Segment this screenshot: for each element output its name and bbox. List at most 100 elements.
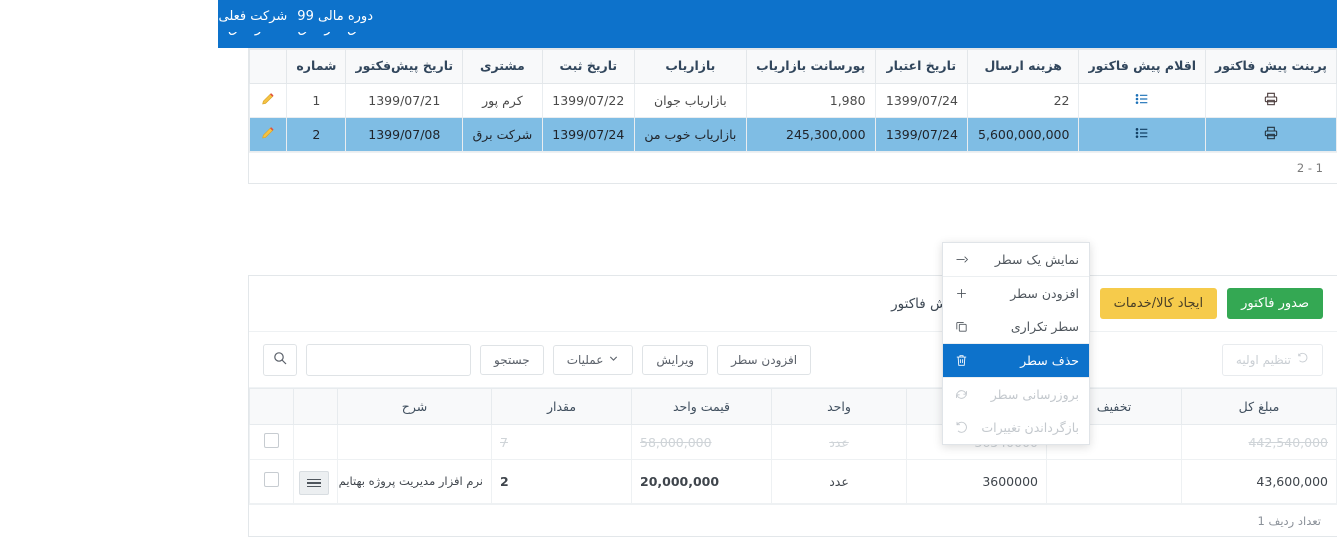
- app-root: قرقارقرقنر دوره مالی 99 شرکت فعلی: شرکت …: [0, 0, 1337, 556]
- print-icon[interactable]: [1045, 91, 1061, 107]
- cell-checkbox[interactable]: [32, 425, 76, 460]
- ctx-item-label: افزودن سطر: [759, 286, 861, 301]
- col-unit[interactable]: واحد: [554, 389, 689, 425]
- search-input[interactable]: [88, 344, 253, 376]
- cell-items[interactable]: [861, 117, 988, 151]
- col-print[interactable]: پرینت پیش فاکتور: [988, 50, 1119, 84]
- sidebar-item-faktor[interactable]: فاکتور: [1140, 392, 1337, 432]
- table-row[interactable]: 5,600,000,000 1399/07/24 245,300,000 باز…: [32, 117, 1119, 151]
- cell-proformadate: 1399/07/08: [128, 117, 245, 151]
- cell-items[interactable]: [861, 83, 988, 117]
- sidebar-item-moshtarian[interactable]: مشتریان: [1140, 192, 1337, 232]
- sidebar-item-gozareshha[interactable]: گزارش‌ها: [1140, 432, 1337, 472]
- cell-commission: 1,980: [528, 83, 657, 117]
- cell-total: 442,540,000: [964, 425, 1119, 460]
- edit-square-icon: [1305, 242, 1325, 262]
- cell-regdate: 1399/07/24: [324, 117, 416, 151]
- col-shipping[interactable]: هزینه ارسال: [749, 50, 861, 84]
- create-goods-button[interactable]: ایجاد کالا/خدمات: [882, 288, 999, 319]
- reset-settings-button[interactable]: تنظیم اولیه: [1004, 344, 1105, 376]
- app-logo[interactable]: [1182, 0, 1292, 32]
- cell-rowmenu[interactable]: [76, 425, 120, 460]
- col-validity[interactable]: تاریخ اعتبار: [657, 50, 749, 84]
- col-edit: [32, 50, 69, 84]
- sidebar-item-vahedha[interactable]: واحدهای اندازه‌گیری: [1140, 232, 1337, 272]
- items-grid-wrap: مبلغ کل تخفیف مالیات واحد قیمت واحد مقدا…: [31, 388, 1119, 537]
- sidebar-item-rahnama[interactable]: راهنمای سیستم: [1140, 512, 1337, 552]
- row-checkbox[interactable]: [46, 433, 61, 448]
- col-quantity[interactable]: مقدار: [274, 389, 414, 425]
- sidebar-item-anvaa[interactable]: انواع کالا و خدمات: [1140, 272, 1337, 312]
- col-items[interactable]: اقلام پیش فاکتور: [861, 50, 988, 84]
- cell-commission: 245,300,000: [528, 117, 657, 151]
- sidebar-item-mali[interactable]: مالی: [1140, 72, 1337, 112]
- sidebar-item-khazanedari[interactable]: خزانه‌داری: [1140, 112, 1337, 152]
- proforma-list-panel: پرینت پیش فاکتور اقلام پیش فاکتور هزینه …: [30, 48, 1120, 184]
- cell-rowmenu[interactable]: [76, 460, 120, 504]
- row-checkbox[interactable]: [46, 472, 61, 487]
- sidebar-nav: کارشناس مالي خوش آمدید مالی خزانه‌داری ف…: [1140, 32, 1337, 556]
- cell-total: 43,600,000: [964, 460, 1119, 504]
- sidebar-item-kala[interactable]: کالا و خدمات: [1140, 312, 1337, 352]
- hamburger-icon-line: [1305, 15, 1325, 17]
- single-row-icon: [735, 252, 751, 267]
- print-icon[interactable]: [1045, 125, 1061, 141]
- cell-print[interactable]: [988, 83, 1119, 117]
- row-menu-icon[interactable]: [81, 471, 111, 495]
- edit-button[interactable]: ویرایش: [424, 345, 490, 375]
- add-row-button[interactable]: افزودن سطر: [499, 345, 593, 375]
- operations-label: عملیات: [349, 353, 386, 367]
- ctx-duplicate-row[interactable]: سطر تکراری: [725, 310, 871, 343]
- sidebar-item-pishfaktor[interactable]: پیش فاکتور: [1140, 352, 1337, 392]
- col-total[interactable]: مبلغ کل: [964, 389, 1119, 425]
- fiscal-period-label: دوره مالی 99: [79, 9, 155, 24]
- table-row[interactable]: 43,600,000 3600000 عدد 20,000,000 2 نرم …: [32, 460, 1119, 504]
- cell-regdate: 1399/07/22: [324, 83, 416, 117]
- chevron-down-icon: [390, 353, 401, 367]
- table-row[interactable]: 22 1399/07/24 1,980 بازاریاب جوان 1399/0…: [32, 83, 1119, 117]
- table-row[interactable]: 442,540,000 36540000 عدد 58,000,000 7: [32, 425, 1119, 460]
- cell-checkbox[interactable]: [32, 460, 76, 504]
- col-proformadate[interactable]: تاریخ پیش‌فکتور: [128, 50, 245, 84]
- cell-customer: کرم پور: [245, 83, 324, 117]
- col-description[interactable]: شرح: [120, 389, 274, 425]
- sidebar-item-label: واحدهای اندازه‌گیری: [1150, 244, 1295, 260]
- cell-edit[interactable]: [32, 83, 69, 117]
- undo-icon: [1078, 352, 1091, 368]
- secondary-toolbar-icons: قرقارقرقنر: [0, 32, 140, 36]
- cell-shipping: 5,600,000,000: [749, 117, 861, 151]
- customers-icon: [1305, 202, 1325, 222]
- operations-button[interactable]: عملیات: [335, 345, 416, 375]
- pencil-icon[interactable]: [42, 91, 58, 107]
- list-icon[interactable]: [916, 91, 932, 107]
- ctx-add-row[interactable]: افزودن سطر: [725, 276, 871, 310]
- col-regdate[interactable]: تاریخ ثبت: [324, 50, 416, 84]
- col-unitprice[interactable]: قیمت واحد: [414, 389, 554, 425]
- ctx-delete-row[interactable]: حذف سطر: [725, 343, 871, 377]
- cell-description: [120, 425, 274, 460]
- items-row-count: تعداد ردیف 1: [31, 504, 1119, 537]
- ctx-show-single-row[interactable]: نمایش یک سطر: [725, 243, 871, 276]
- sidebar-item-forush[interactable]: فروش کالا و خدمات: [1140, 152, 1337, 192]
- cube-icon: [1305, 322, 1325, 342]
- sidebar-item-label: فروش کالا و خدمات: [1150, 164, 1295, 180]
- search-icon-button[interactable]: [45, 344, 79, 376]
- sidebar-item-label: انواع کالا و خدمات: [1150, 284, 1295, 300]
- col-customer[interactable]: مشتری: [245, 50, 324, 84]
- cell-print[interactable]: [988, 117, 1119, 151]
- col-number[interactable]: شماره: [69, 50, 128, 84]
- hamburger-icon-line: [1305, 21, 1325, 23]
- checkbox-icon: [1305, 482, 1325, 502]
- list-icon[interactable]: [916, 125, 932, 141]
- main-content: پرینت پیش فاکتور اقلام پیش فاکتور هزینه …: [0, 32, 1140, 556]
- items-toolbar: تنظیم اولیه افزودن سطر ویرایش عملیات جست…: [31, 332, 1119, 388]
- col-agent[interactable]: بازاریاب: [416, 50, 528, 84]
- pencil-icon[interactable]: [42, 125, 58, 141]
- hamburger-menu-button[interactable]: [1295, 2, 1335, 30]
- sidebar-item-modiriat[interactable]: مدیریت: [1140, 472, 1337, 512]
- col-commission[interactable]: پورسانت بازاریاب: [528, 50, 657, 84]
- cell-edit[interactable]: [32, 117, 69, 151]
- issue-invoice-button[interactable]: صدور فاکتور: [1009, 288, 1105, 319]
- ctx-item-label: نمایش یک سطر: [759, 252, 861, 267]
- search-submit-button[interactable]: جستجو: [262, 345, 326, 375]
